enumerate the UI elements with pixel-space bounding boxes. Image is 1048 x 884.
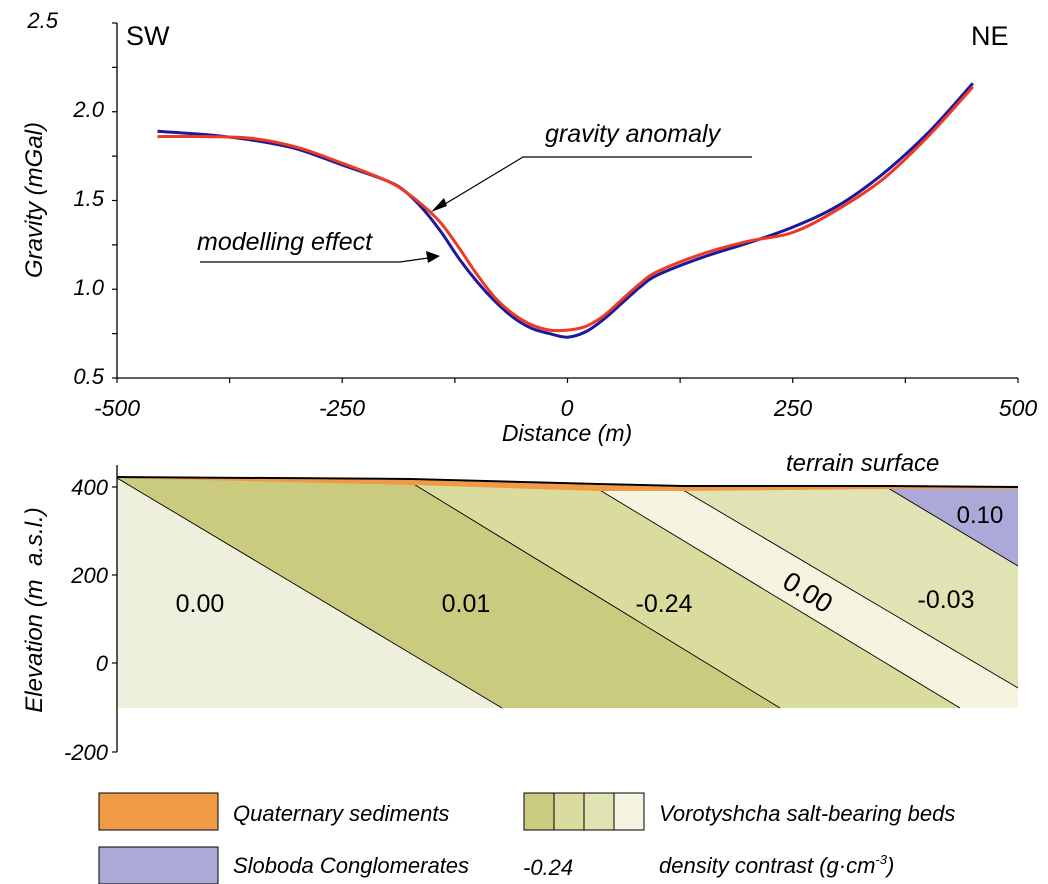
- legend-swatch-quaternary: [98, 792, 219, 831]
- body-label: 0.01: [442, 590, 491, 618]
- terrain-surface-label: terrain surface: [786, 450, 939, 477]
- body-label: 0.10: [957, 502, 1004, 529]
- x-tick-label: 500: [999, 395, 1038, 421]
- legend-swatch-vorotyshcha: [523, 792, 555, 831]
- density-text-exponent: -3: [875, 852, 887, 867]
- y-tick-label: 2.0: [72, 97, 104, 122]
- geologic-section: terrain surface 0.00 0.01 -0.24 0.00 -0.…: [21, 450, 1019, 765]
- gravity-series: [157, 82, 975, 339]
- legend-density-value: -0.24: [523, 855, 573, 880]
- boundary-line: [411, 482, 781, 709]
- density-text-main: density contrast (g·cm: [659, 853, 875, 878]
- x-tick-label: -500: [94, 395, 140, 421]
- boundary-line: [887, 487, 1019, 567]
- y-tick-label: 1.5: [73, 186, 104, 211]
- y-tick-label: 1.0: [73, 275, 104, 300]
- boundary-line: [682, 489, 1019, 689]
- corner-label-ne: NE: [971, 21, 1009, 51]
- body-label: -0.24: [636, 590, 693, 618]
- modelling-leader-line: [200, 257, 429, 263]
- body-label: 0.00: [176, 590, 225, 618]
- legend-swatch-vorotyshcha: [583, 792, 615, 831]
- density-text-close: ): [884, 853, 894, 878]
- legend-swatch-vorotyshcha: [613, 792, 645, 831]
- series-line-gravity-anomaly: [157, 85, 975, 333]
- body-2: [412, 483, 960, 708]
- anomaly-leader-line: [439, 156, 752, 208]
- terrain-surface-line: [116, 476, 1019, 488]
- x-tick-label: 250: [773, 395, 813, 421]
- y-tick-label: 0.5: [73, 364, 104, 389]
- legend-label-sloboda: Sloboda Conglomerates: [233, 853, 469, 878]
- legend-swatch-vorotyshcha: [553, 792, 585, 831]
- annotation-gravity-anomaly: gravity anomaly: [545, 120, 722, 148]
- elevation-axis-title: Elevation (m a.s.l.): [21, 507, 48, 712]
- quaternary-layer: [117, 478, 1018, 491]
- x-axis-title: Distance (m): [502, 420, 632, 446]
- elevation-tick-label: -200: [64, 740, 109, 765]
- y-tick-label: 2.5: [26, 8, 58, 33]
- elevation-tick-label: 0: [96, 651, 109, 676]
- body-label: -0.03: [918, 586, 975, 614]
- legend-label-quaternary: Quaternary sediments: [233, 801, 449, 826]
- elevation-tick-label: 400: [71, 475, 108, 500]
- elevation-tick-label: 200: [70, 563, 108, 588]
- gravity-chart: SW NE 2.5 2.0 1.5 1.0 0.5 -500 -250 0 25…: [21, 8, 1037, 446]
- boundary-line: [597, 488, 961, 709]
- body-1: [117, 478, 780, 708]
- legend-density-text: density contrast (g·cm-3): [659, 852, 894, 878]
- boundary-line: [116, 477, 503, 709]
- anomaly-arrowhead: [431, 198, 447, 212]
- legend-swatch-sloboda: [98, 846, 219, 884]
- annotation-modelling-effect: modelling effect: [197, 228, 373, 256]
- corner-label-sw: SW: [126, 21, 170, 51]
- gravity-ticks: [112, 22, 1019, 383]
- x-tick-label: 0: [561, 395, 574, 421]
- modelling-arrowhead: [426, 251, 440, 263]
- legend-label-vorotyshcha: Vorotyshcha salt-bearing beds: [659, 801, 955, 826]
- y-axis-title: Gravity (mGal): [21, 122, 48, 278]
- x-tick-label: -250: [319, 395, 365, 421]
- body-3: [598, 489, 1018, 708]
- legend: Quaternary sediments Vorotyshcha salt-be…: [98, 792, 955, 884]
